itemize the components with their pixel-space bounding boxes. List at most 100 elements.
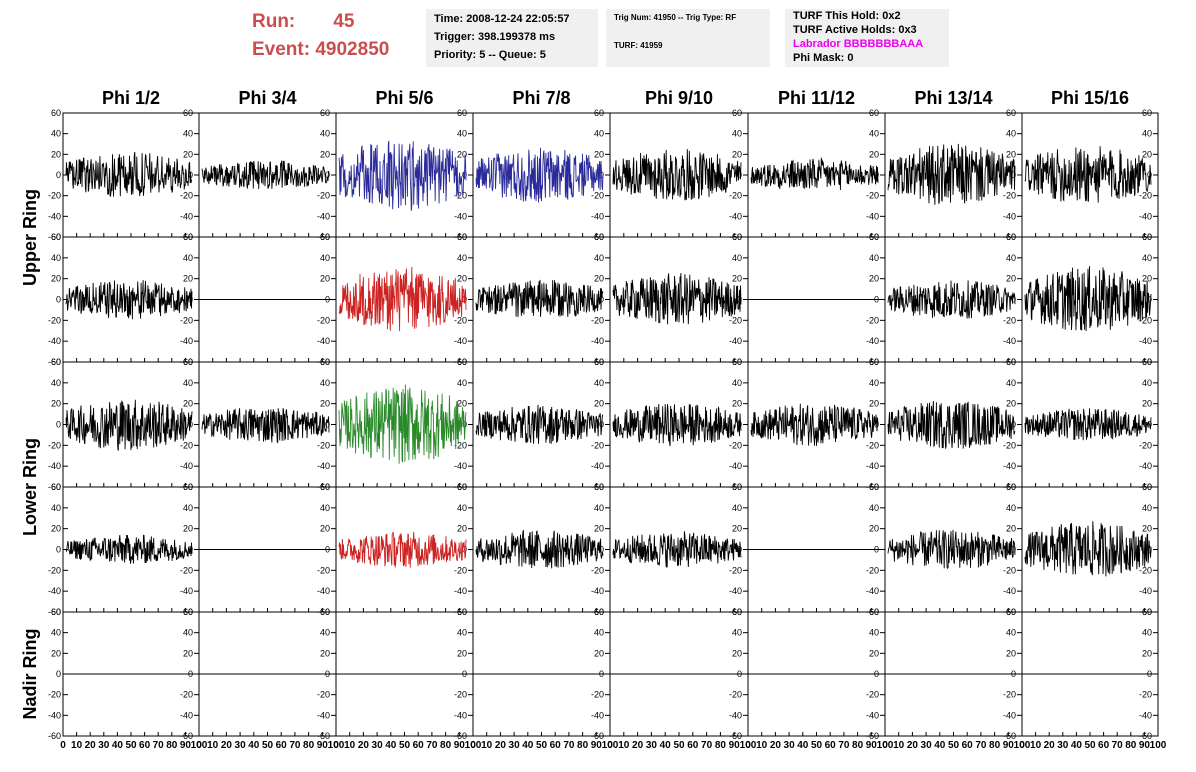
y-tick-label: -20 (591, 690, 604, 700)
y-tick-label: 40 (51, 253, 61, 263)
x-tick-label: 60 (550, 740, 562, 751)
x-tick-label: 70 (838, 740, 850, 751)
y-tick-label: 40 (869, 129, 879, 139)
y-tick-label: 0 (56, 545, 61, 555)
y-tick-label: -40 (729, 710, 742, 720)
x-tick-label: 0 (470, 740, 476, 751)
y-tick-label: -20 (454, 565, 467, 575)
y-tick-label: -20 (591, 315, 604, 325)
y-tick-label: -40 (1139, 586, 1152, 596)
y-tick-label: -40 (180, 336, 193, 346)
y-tick-label: 40 (1006, 253, 1016, 263)
y-tick-label: 40 (869, 628, 879, 638)
y-tick-label: 40 (183, 253, 193, 263)
y-tick-label: 20 (1142, 399, 1152, 409)
x-tick-label: 40 (797, 740, 809, 751)
y-tick-label: -60 (48, 232, 61, 242)
y-tick-label: 60 (457, 357, 467, 367)
y-tick-label: 60 (1006, 357, 1016, 367)
y-tick-label: 40 (320, 129, 330, 139)
y-tick-label: 0 (1011, 295, 1016, 305)
y-tick-label: -20 (48, 191, 61, 201)
y-tick-label: -20 (454, 440, 467, 450)
y-tick-label: -20 (317, 690, 330, 700)
y-tick-label: 60 (869, 357, 879, 367)
waveform-trace (338, 140, 467, 211)
y-tick-label: 40 (51, 129, 61, 139)
y-tick-label: 40 (183, 628, 193, 638)
x-tick-label: 30 (509, 740, 521, 751)
x-tick-label: 30 (235, 740, 247, 751)
x-tick-label: 10 (71, 740, 83, 751)
x-tick-label: 60 (276, 740, 288, 751)
y-tick-label: -20 (1139, 440, 1152, 450)
y-tick-label: 20 (51, 399, 61, 409)
event-label: Event: (252, 39, 311, 60)
y-tick-label: 20 (183, 149, 193, 159)
y-tick-label: 20 (594, 524, 604, 534)
y-tick-label: 40 (594, 253, 604, 263)
y-tick-label: -20 (48, 690, 61, 700)
waveform-trace (475, 404, 604, 444)
y-tick-label: 60 (1142, 108, 1152, 118)
y-tick-label: -60 (591, 731, 604, 741)
y-tick-label: 60 (183, 232, 193, 242)
y-tick-label: 60 (457, 232, 467, 242)
y-tick-label: 40 (457, 503, 467, 513)
y-tick-label: 0 (1147, 295, 1152, 305)
y-tick-label: -40 (454, 461, 467, 471)
y-tick-label: 0 (1147, 545, 1152, 555)
y-tick-label: 0 (56, 669, 61, 679)
y-tick-label: -60 (729, 731, 742, 741)
x-tick-label: 60 (413, 740, 425, 751)
y-tick-label: 0 (1011, 170, 1016, 180)
y-tick-label: -20 (48, 315, 61, 325)
y-tick-label: 60 (594, 607, 604, 617)
y-tick-label: 20 (320, 524, 330, 534)
x-tick-label: 10 (618, 740, 630, 751)
x-tick-label: 0 (745, 740, 751, 751)
y-tick-label: 20 (1006, 274, 1016, 284)
turf-line: TURF: 41959 (614, 41, 663, 50)
x-tick-label: 0 (60, 740, 66, 751)
x-tick-label: 40 (934, 740, 946, 751)
y-tick-label: -40 (454, 710, 467, 720)
x-tick-label: 30 (372, 740, 384, 751)
waveform-trace (338, 531, 467, 568)
y-tick-label: 60 (320, 607, 330, 617)
y-tick-label: -40 (180, 211, 193, 221)
y-tick-label: 20 (869, 274, 879, 284)
x-tick-label: 50 (1084, 740, 1096, 751)
y-tick-label: -40 (1139, 461, 1152, 471)
event-value: 4902850 (315, 39, 390, 60)
y-tick-label: 40 (1142, 129, 1152, 139)
y-tick-label: 0 (56, 295, 61, 305)
y-tick-label: -60 (1003, 731, 1016, 741)
y-tick-label: -20 (317, 440, 330, 450)
y-tick-label: -40 (317, 586, 330, 596)
waveform-trace (612, 403, 742, 447)
x-tick-label: 60 (962, 740, 974, 751)
y-tick-label: 40 (594, 129, 604, 139)
y-tick-label: -40 (48, 211, 61, 221)
x-tick-label: 80 (715, 740, 727, 751)
y-tick-label: -20 (1003, 565, 1016, 575)
y-tick-label: 40 (869, 503, 879, 513)
x-tick-label: 90 (454, 740, 466, 751)
y-tick-label: -40 (591, 586, 604, 596)
y-tick-label: 40 (1006, 503, 1016, 513)
y-tick-label: 60 (457, 108, 467, 118)
y-tick-label: 20 (1006, 399, 1016, 409)
y-tick-label: -40 (729, 586, 742, 596)
x-tick-label: 0 (607, 740, 613, 751)
y-tick-label: -20 (866, 565, 879, 575)
y-tick-label: 60 (1142, 232, 1152, 242)
